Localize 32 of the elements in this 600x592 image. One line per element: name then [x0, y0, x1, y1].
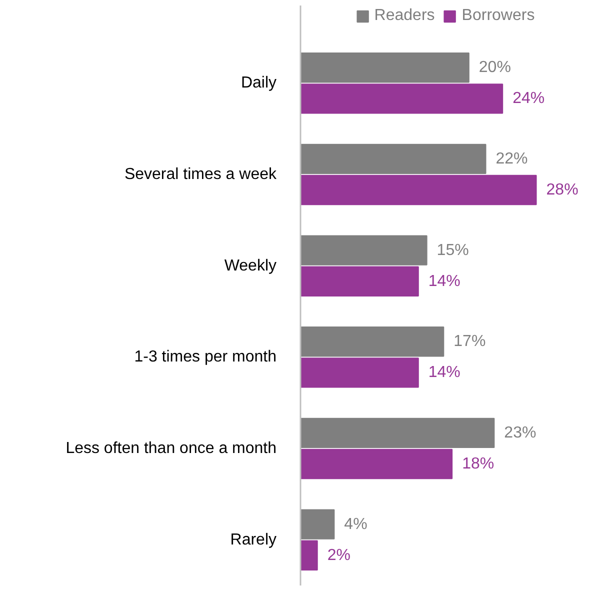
bar	[300, 174, 537, 206]
bar	[300, 509, 335, 540]
data-label: 15%	[436, 242, 469, 259]
legend-label: Readers	[374, 7, 435, 25]
y-tick-label: Rarely	[230, 531, 276, 548]
y-tick-label: Weekly	[224, 257, 277, 274]
data-label: 14%	[428, 272, 460, 290]
bar	[300, 448, 453, 480]
bar	[300, 235, 428, 266]
bar	[300, 144, 486, 174]
data-label: 2%	[327, 546, 350, 564]
data-label: 24%	[512, 90, 545, 108]
bar	[300, 418, 495, 448]
data-label: 17%	[454, 333, 486, 350]
y-tick-label: Several times a week	[124, 166, 278, 183]
bar	[300, 52, 470, 83]
y-tick-label: Daily	[240, 74, 276, 92]
y-tick-label: 1-3 times per month	[134, 348, 276, 366]
bar	[300, 84, 504, 114]
legend-label: Borrowers	[462, 7, 535, 25]
data-label: 20%	[478, 59, 511, 76]
bar	[300, 266, 419, 296]
y-tick-label: Less often than once a month	[66, 440, 276, 457]
data-label: 28%	[546, 182, 578, 199]
data-label: 23%	[504, 424, 536, 442]
data-label: 14%	[428, 364, 460, 382]
bar	[300, 326, 444, 357]
bar	[300, 358, 419, 388]
bar	[300, 540, 318, 570]
data-label: 4%	[344, 516, 368, 533]
data-label: 18%	[462, 456, 494, 473]
data-label: 22%	[496, 150, 528, 168]
